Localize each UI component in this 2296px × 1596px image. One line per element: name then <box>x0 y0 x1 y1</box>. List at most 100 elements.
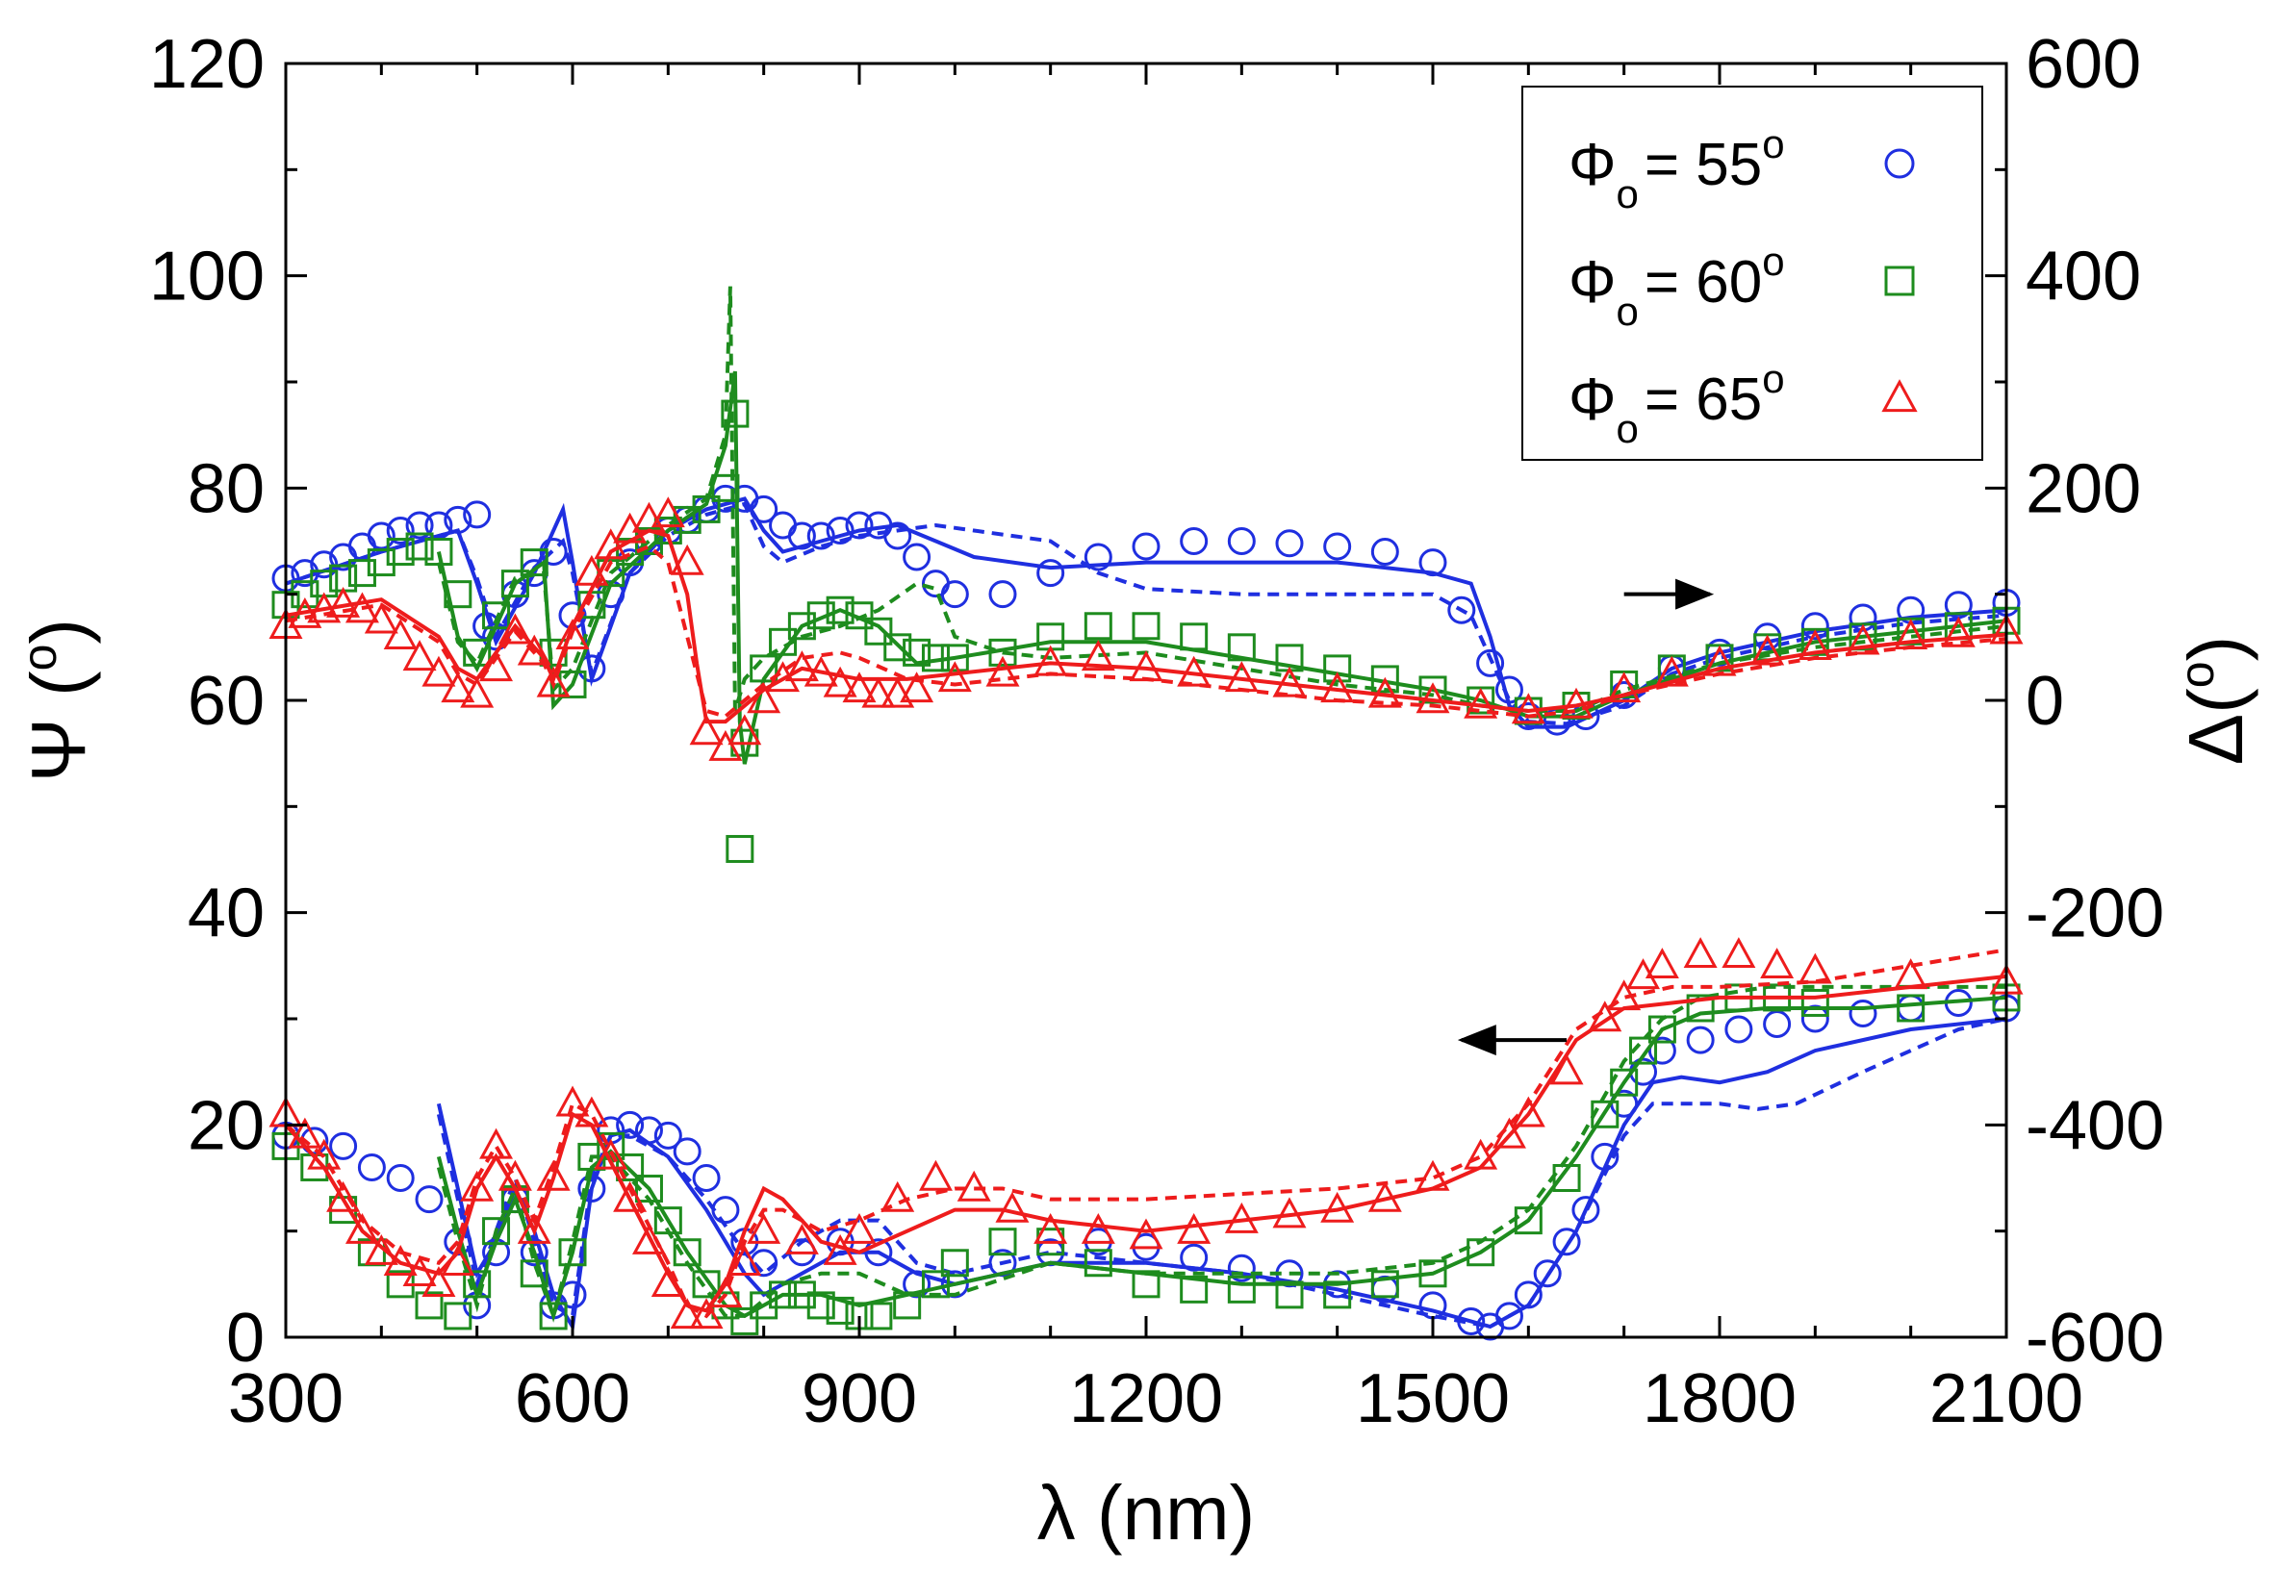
legend-entry-circle: Φo= 55o <box>1569 121 1915 216</box>
data-point <box>1846 623 1880 655</box>
data-point <box>750 654 778 683</box>
data-point <box>326 1180 361 1212</box>
data-point <box>940 1249 969 1278</box>
y-left-tick-label: 80 <box>188 450 265 527</box>
data-point <box>921 644 950 672</box>
data-point <box>536 666 571 697</box>
data-point <box>1272 666 1307 697</box>
data-point <box>1629 1036 1658 1065</box>
data-point <box>326 586 361 618</box>
data-point <box>1494 675 1523 704</box>
data-point <box>864 617 893 646</box>
data-point <box>750 1291 778 1320</box>
data-point <box>940 644 969 672</box>
y-left-tick-label: 20 <box>188 1087 265 1164</box>
data-point <box>1464 687 1498 719</box>
data-point <box>291 559 319 588</box>
data-point <box>711 473 740 502</box>
data-point <box>900 671 934 703</box>
data-point <box>520 1259 548 1288</box>
data-point <box>903 543 931 571</box>
data-point <box>1272 1197 1307 1229</box>
data-point <box>1084 612 1112 641</box>
data-point <box>367 548 395 577</box>
data-point <box>364 602 398 634</box>
data-point <box>842 1212 877 1244</box>
data-point <box>613 1180 648 1212</box>
data-point <box>460 1170 495 1202</box>
data-point <box>1800 988 1829 1017</box>
data-point <box>347 559 376 588</box>
data-point <box>708 729 743 761</box>
y-left-title-unit: o <box>13 645 66 671</box>
data-point <box>1227 527 1256 555</box>
data-point <box>444 580 472 609</box>
data-point <box>1686 994 1715 1023</box>
data-point <box>1559 687 1594 719</box>
fit-line-dashed <box>436 1017 2007 1330</box>
data-point <box>415 1185 444 1214</box>
data-point <box>692 494 721 523</box>
data-point <box>1722 937 1756 968</box>
x-tick-label: 2100 <box>1929 1360 2083 1437</box>
data-point <box>689 1298 724 1330</box>
data-point <box>1367 676 1402 708</box>
y-right-axis-title: Δ(o) <box>2170 636 2258 766</box>
annotation-layer <box>1457 578 1715 1056</box>
data-point <box>1552 1164 1581 1192</box>
data-point <box>721 399 750 428</box>
data-point <box>1416 682 1450 714</box>
data-point <box>1849 999 1877 1027</box>
data-point <box>1645 948 1679 979</box>
data-point <box>1370 665 1399 694</box>
data-point <box>1683 937 1718 968</box>
data-point <box>1084 543 1112 571</box>
legend-phi: Φ <box>1569 367 1616 433</box>
data-point <box>1552 1228 1581 1256</box>
data-point <box>653 1206 682 1235</box>
data-point <box>670 544 704 575</box>
data-point <box>1647 1036 1676 1065</box>
x-tick-label: 1200 <box>1069 1360 1223 1437</box>
data-point <box>344 592 379 623</box>
data-point <box>1941 616 1976 647</box>
data-point <box>460 676 495 708</box>
data-point <box>842 671 877 703</box>
data-point <box>711 1196 740 1225</box>
data-point <box>1323 1280 1352 1309</box>
data-point <box>329 1131 358 1160</box>
legend-subscript: o <box>1616 171 1638 216</box>
data-point <box>479 650 514 682</box>
fit-line-dashed <box>285 501 2007 726</box>
data-point <box>845 511 874 540</box>
data-point <box>631 501 666 533</box>
data-point <box>1180 1275 1209 1304</box>
axes-layer: 300 600 900 1200 1500 1800 2100020406080100120… <box>13 26 2258 1556</box>
legend-superscript: o <box>1762 239 1784 284</box>
data-point <box>750 494 778 523</box>
data-point <box>1180 1243 1209 1272</box>
data-point <box>500 570 529 598</box>
data-point <box>1320 1191 1355 1223</box>
data-point <box>784 650 819 682</box>
data-point <box>787 521 816 550</box>
data-point <box>1129 650 1163 682</box>
data-point <box>1533 1259 1562 1288</box>
data-point <box>631 1223 666 1254</box>
data-point <box>364 1234 398 1265</box>
y-right-title-close: ) <box>2173 636 2258 662</box>
legend-marker <box>1881 379 1918 413</box>
data-point <box>651 1266 685 1298</box>
data-point <box>787 612 816 641</box>
data-point <box>1081 1212 1115 1244</box>
data-point <box>1591 1142 1620 1171</box>
y-right-tick-label: 600 <box>2026 26 2141 103</box>
fit-line-dashed <box>436 984 2006 1323</box>
data-point <box>1177 1212 1212 1244</box>
data-point <box>880 676 915 708</box>
data-point <box>988 638 1017 667</box>
data-point <box>634 1116 663 1145</box>
data-point <box>1894 958 1928 990</box>
y-left-tick-label: 60 <box>188 663 265 740</box>
data-point <box>421 1266 456 1298</box>
